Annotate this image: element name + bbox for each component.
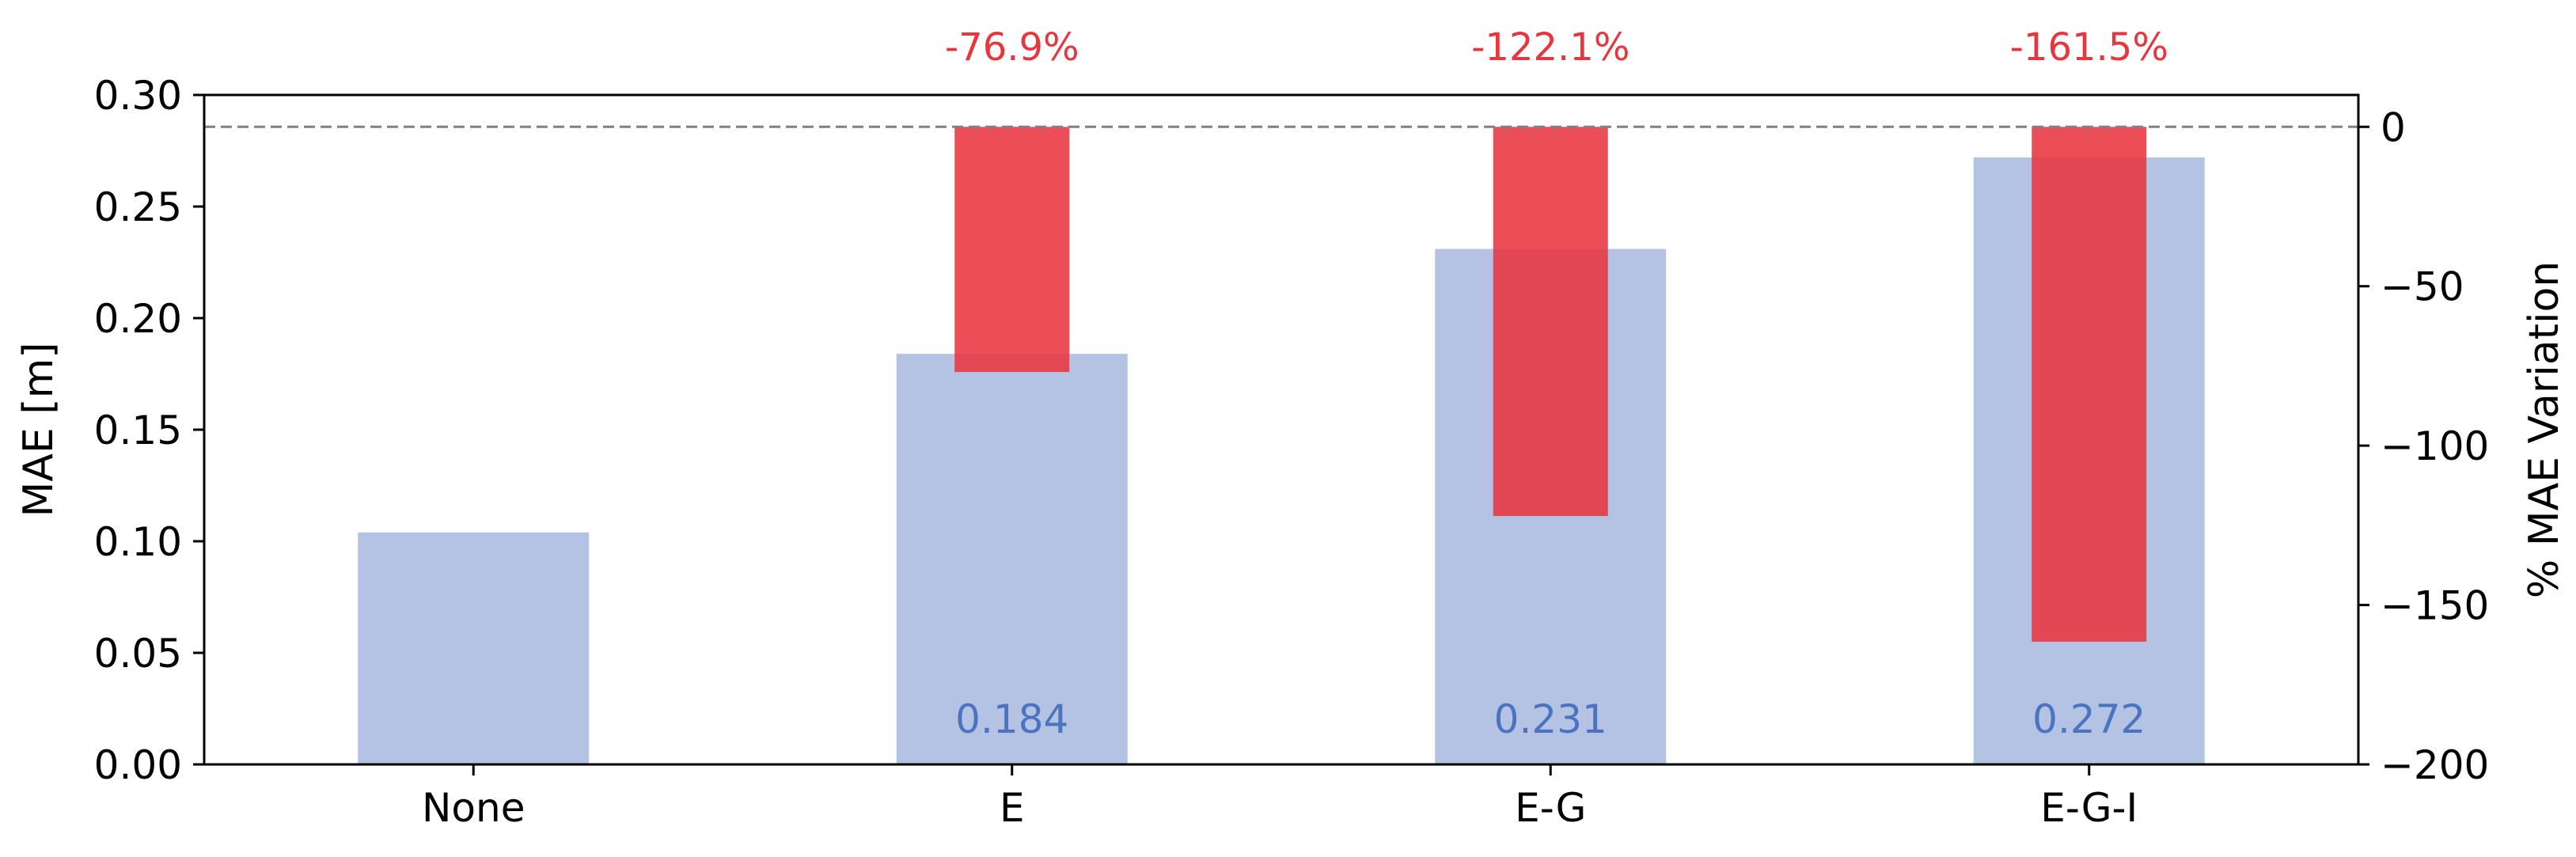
y-axis-right-title: % MAE Variation [2521,261,2568,598]
mae-value-label: 0.184 [955,696,1068,742]
mae-bar-none [358,532,590,764]
mae-bars [358,157,2205,765]
x-tick-label-e-g-i: E-G-I [2040,785,2138,831]
mae-value-label: 0.231 [1494,696,1607,742]
variation-bar-e [954,127,1070,373]
y-left-tick-label: 0.05 [94,631,182,677]
mae-bar-e [896,354,1128,764]
variation-bar-e-g-i [2032,127,2147,642]
variation-bar-e-g [1493,127,1608,517]
x-tick-label-none: None [422,785,525,831]
y-left-tick-label: 0.00 [94,742,182,788]
y-right-tick-label: −200 [2381,742,2489,788]
variation-percent-label: -161.5% [2010,25,2168,70]
data-labels: 0.184 0.231 0.272 -76.9% -122.1% -161.5% [945,25,2168,742]
variation-percent-label: -76.9% [945,25,1079,70]
y-axis-left-title: MAE [m] [15,342,63,517]
y-right-tick-label: −100 [2381,423,2489,469]
y-right-tick-label: −150 [2381,583,2489,629]
y-left-tick-label: 0.15 [94,408,182,453]
axis-ticks: 0.00 0.05 0.10 0.15 0.20 0.25 0.30 0 −50 −100 −150… [94,73,2490,831]
mae-value-label: 0.272 [2032,696,2145,742]
y-right-tick-label: 0 [2381,104,2406,150]
x-tick-label-e: E [1000,785,1025,831]
y-left-tick-label: 0.20 [94,296,182,342]
x-tick-label-e-g: E-G [1515,785,1586,831]
y-left-tick-label: 0.10 [94,519,182,565]
y-left-tick-label: 0.25 [94,184,182,230]
y-right-tick-label: −50 [2381,264,2464,310]
y-left-tick-label: 0.30 [94,73,182,119]
variation-bars [954,127,2147,642]
variation-percent-label: -122.1% [1471,25,1629,70]
